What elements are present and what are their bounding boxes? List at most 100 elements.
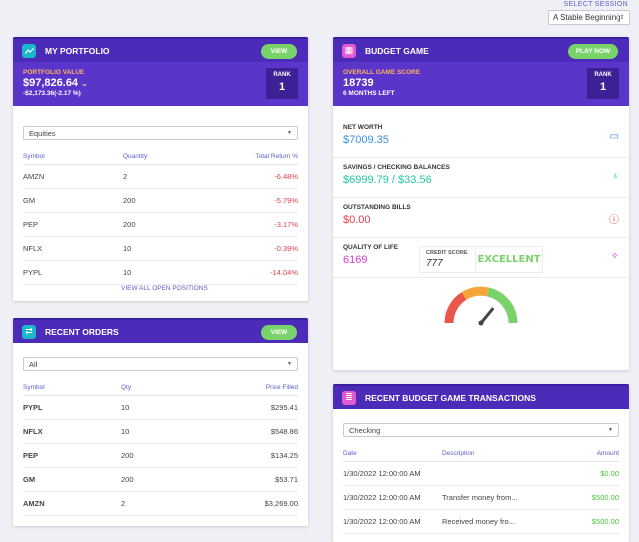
cell-symbol: PYPL (23, 395, 121, 420)
cell-return: -6.48% (186, 164, 298, 189)
transactions-filter-dropdown[interactable]: Checking ▼ (343, 423, 619, 437)
cell-price: $134.25 (169, 443, 298, 468)
select-arrows-icon: ⇕ (617, 13, 626, 23)
orders-filter-value: All (29, 360, 38, 369)
table-row[interactable]: PYPL 10 $295.41 (23, 395, 298, 420)
gauge-green-segment (486, 287, 518, 324)
table-row[interactable]: NFLX 10 -0.39% (23, 236, 298, 261)
bills-stat: OUTSTANDING BILLS $0.00 ⓘ (333, 198, 629, 238)
calculator-icon: ▦ (342, 43, 356, 58)
score-value: 18739 (343, 77, 374, 89)
cell-qty: 200 (123, 188, 187, 213)
cell-symbol: PYPL (23, 260, 123, 285)
credit-score-box: CREDIT SCORE 777 EXCELLENT (419, 246, 543, 273)
transactions-card: ≣ RECENT BUDGET GAME TRANSACTIONS Checki… (333, 384, 629, 542)
receipt-icon: ≣ (342, 390, 356, 405)
cell-return: -5.79% (186, 188, 298, 213)
gauge-hub (478, 320, 484, 326)
cell-description: Received money fro... (442, 509, 573, 534)
cell-amount: $0.00 (572, 461, 619, 486)
cell-qty: 10 (121, 419, 170, 444)
positions-table: Symbol Quantity Total Return % AMZN 2 -6.4… (23, 150, 298, 285)
cell-date: 1/30/2022 12:00:00 AM (343, 485, 442, 510)
table-row[interactable]: GM 200 $53.71 (23, 467, 298, 492)
cell-qty: 2 (123, 164, 187, 189)
net-worth-stat: NET WORTH $7009.35 ▭ (333, 118, 629, 158)
cell-qty: 10 (121, 395, 170, 420)
caret-down-icon: ▼ (287, 361, 292, 367)
cell-price: $53.71 (169, 467, 298, 492)
table-row[interactable]: AMZN 2 $3,269.00 (23, 491, 298, 516)
table-row[interactable]: 1/30/2022 12:00:00 AM $0.00 (343, 461, 619, 486)
portfolio-view-button[interactable]: VIEW (261, 44, 297, 59)
orders-filter-dropdown[interactable]: All ▼ (23, 357, 298, 371)
table-row[interactable]: 1/30/2022 12:00:00 AM Received money fro.… (343, 509, 619, 534)
gauge-needle (479, 307, 494, 325)
cell-return: -14.04% (186, 260, 298, 285)
portfolio-title: MY PORTFOLIO (45, 45, 110, 56)
cell-qty: 10 (123, 236, 187, 261)
cell-price: $295.41 (169, 395, 298, 420)
table-row[interactable]: NFLX 10 $548.86 (23, 419, 298, 444)
cell-qty: 200 (121, 467, 170, 492)
table-row[interactable]: PYPL 10 -14.04% (23, 260, 298, 285)
table-row[interactable]: GM 200 -5.79% (23, 188, 298, 213)
stat-value: 6169 (343, 254, 368, 266)
col-qty: Qty (121, 381, 170, 396)
cell-amount: $500.00 (572, 509, 619, 534)
cell-symbol: NFLX (23, 419, 121, 444)
col-amount: Amount (572, 447, 619, 462)
gauge-red-segment (444, 292, 467, 324)
cell-symbol: GM (23, 188, 123, 213)
col-price-filled: Price Filled (169, 381, 298, 396)
table-row[interactable]: AMZN 2 -6.48% (23, 164, 298, 189)
portfolio-value: $97,826.64 ⌄ (23, 77, 298, 89)
cell-qty: 200 (123, 212, 187, 237)
portfolio-filter-dropdown[interactable]: Equities ▼ (23, 126, 298, 140)
credit-rating: EXCELLENT (477, 254, 541, 265)
transactions-header: ≣ RECENT BUDGET GAME TRANSACTIONS (333, 384, 629, 409)
col-quantity: Quantity (123, 150, 187, 165)
cell-date: 1/30/2022 12:00:00 AM (343, 509, 442, 534)
table-row[interactable]: PEP 200 -3.17% (23, 212, 298, 237)
budget-summary: OVERALL GAME SCORE 18739 6 MONTHS LEFT R… (333, 62, 629, 106)
cell-return: -0.39% (186, 236, 298, 261)
cell-description: Transfer money from... (442, 485, 573, 510)
portfolio-card: MY PORTFOLIO VIEW PORTFOLIO VALUE $97,82… (13, 37, 308, 301)
alert-icon: ⓘ (609, 215, 619, 226)
stat-label: OUTSTANDING BILLS (343, 204, 411, 211)
cell-symbol: GM (23, 467, 121, 492)
portfolio-header: MY PORTFOLIO VIEW (13, 37, 308, 62)
credit-gauge (444, 286, 518, 326)
view-all-positions-link[interactable]: VIEW ALL OPEN POSITIONS (121, 285, 208, 292)
rank-label: RANK (273, 72, 291, 78)
col-symbol: Symbol (23, 150, 123, 165)
cell-description (442, 461, 573, 486)
budget-card: ▦ BUDGET GAME PLAY NOW OVERALL GAME SCOR… (333, 37, 629, 370)
stat-label: SAVINGS / CHECKING BALANCES (343, 164, 450, 171)
portfolio-rank: RANK 1 (266, 68, 298, 99)
play-now-button[interactable]: PLAY NOW (568, 44, 618, 59)
stat-label: NET WORTH (343, 124, 383, 131)
session-select[interactable]: A Stable Beginning ⇕ (548, 10, 630, 25)
budget-title: BUDGET GAME (365, 45, 429, 56)
cell-date: 1/30/2022 12:00:00 AM (343, 461, 442, 486)
portfolio-value-label: PORTFOLIO VALUE (23, 69, 85, 76)
col-description: Description (442, 447, 573, 462)
rank-value: 1 (599, 81, 607, 93)
cell-qty: 10 (123, 260, 187, 285)
cell-qty: 2 (121, 491, 170, 516)
orders-card: ⇄ RECENT ORDERS VIEW All ▼ Symbol Qty Pr… (13, 318, 308, 526)
table-row[interactable]: PEP 200 $134.25 (23, 443, 298, 468)
orders-view-button[interactable]: VIEW (261, 325, 297, 340)
cell-price: $3,269.00 (169, 491, 298, 516)
quality-of-life-stat: QUALITY OF LIFE 6169 ✧ (333, 238, 629, 278)
portfolio-change: -$2,173.36(-2.17 %) (23, 90, 81, 97)
table-row[interactable]: 1/30/2022 12:00:00 AM Transfer money from… (343, 485, 619, 510)
swap-icon: ⇄ (22, 324, 36, 339)
select-session-label: SELECT SESSION (563, 1, 628, 8)
caret-down-icon: ▼ (287, 130, 292, 136)
stat-value: $6999.79 / $33.56 (343, 174, 432, 186)
stat-label: QUALITY OF LIFE (343, 244, 399, 251)
credit-score-label: CREDIT SCORE (426, 250, 468, 256)
